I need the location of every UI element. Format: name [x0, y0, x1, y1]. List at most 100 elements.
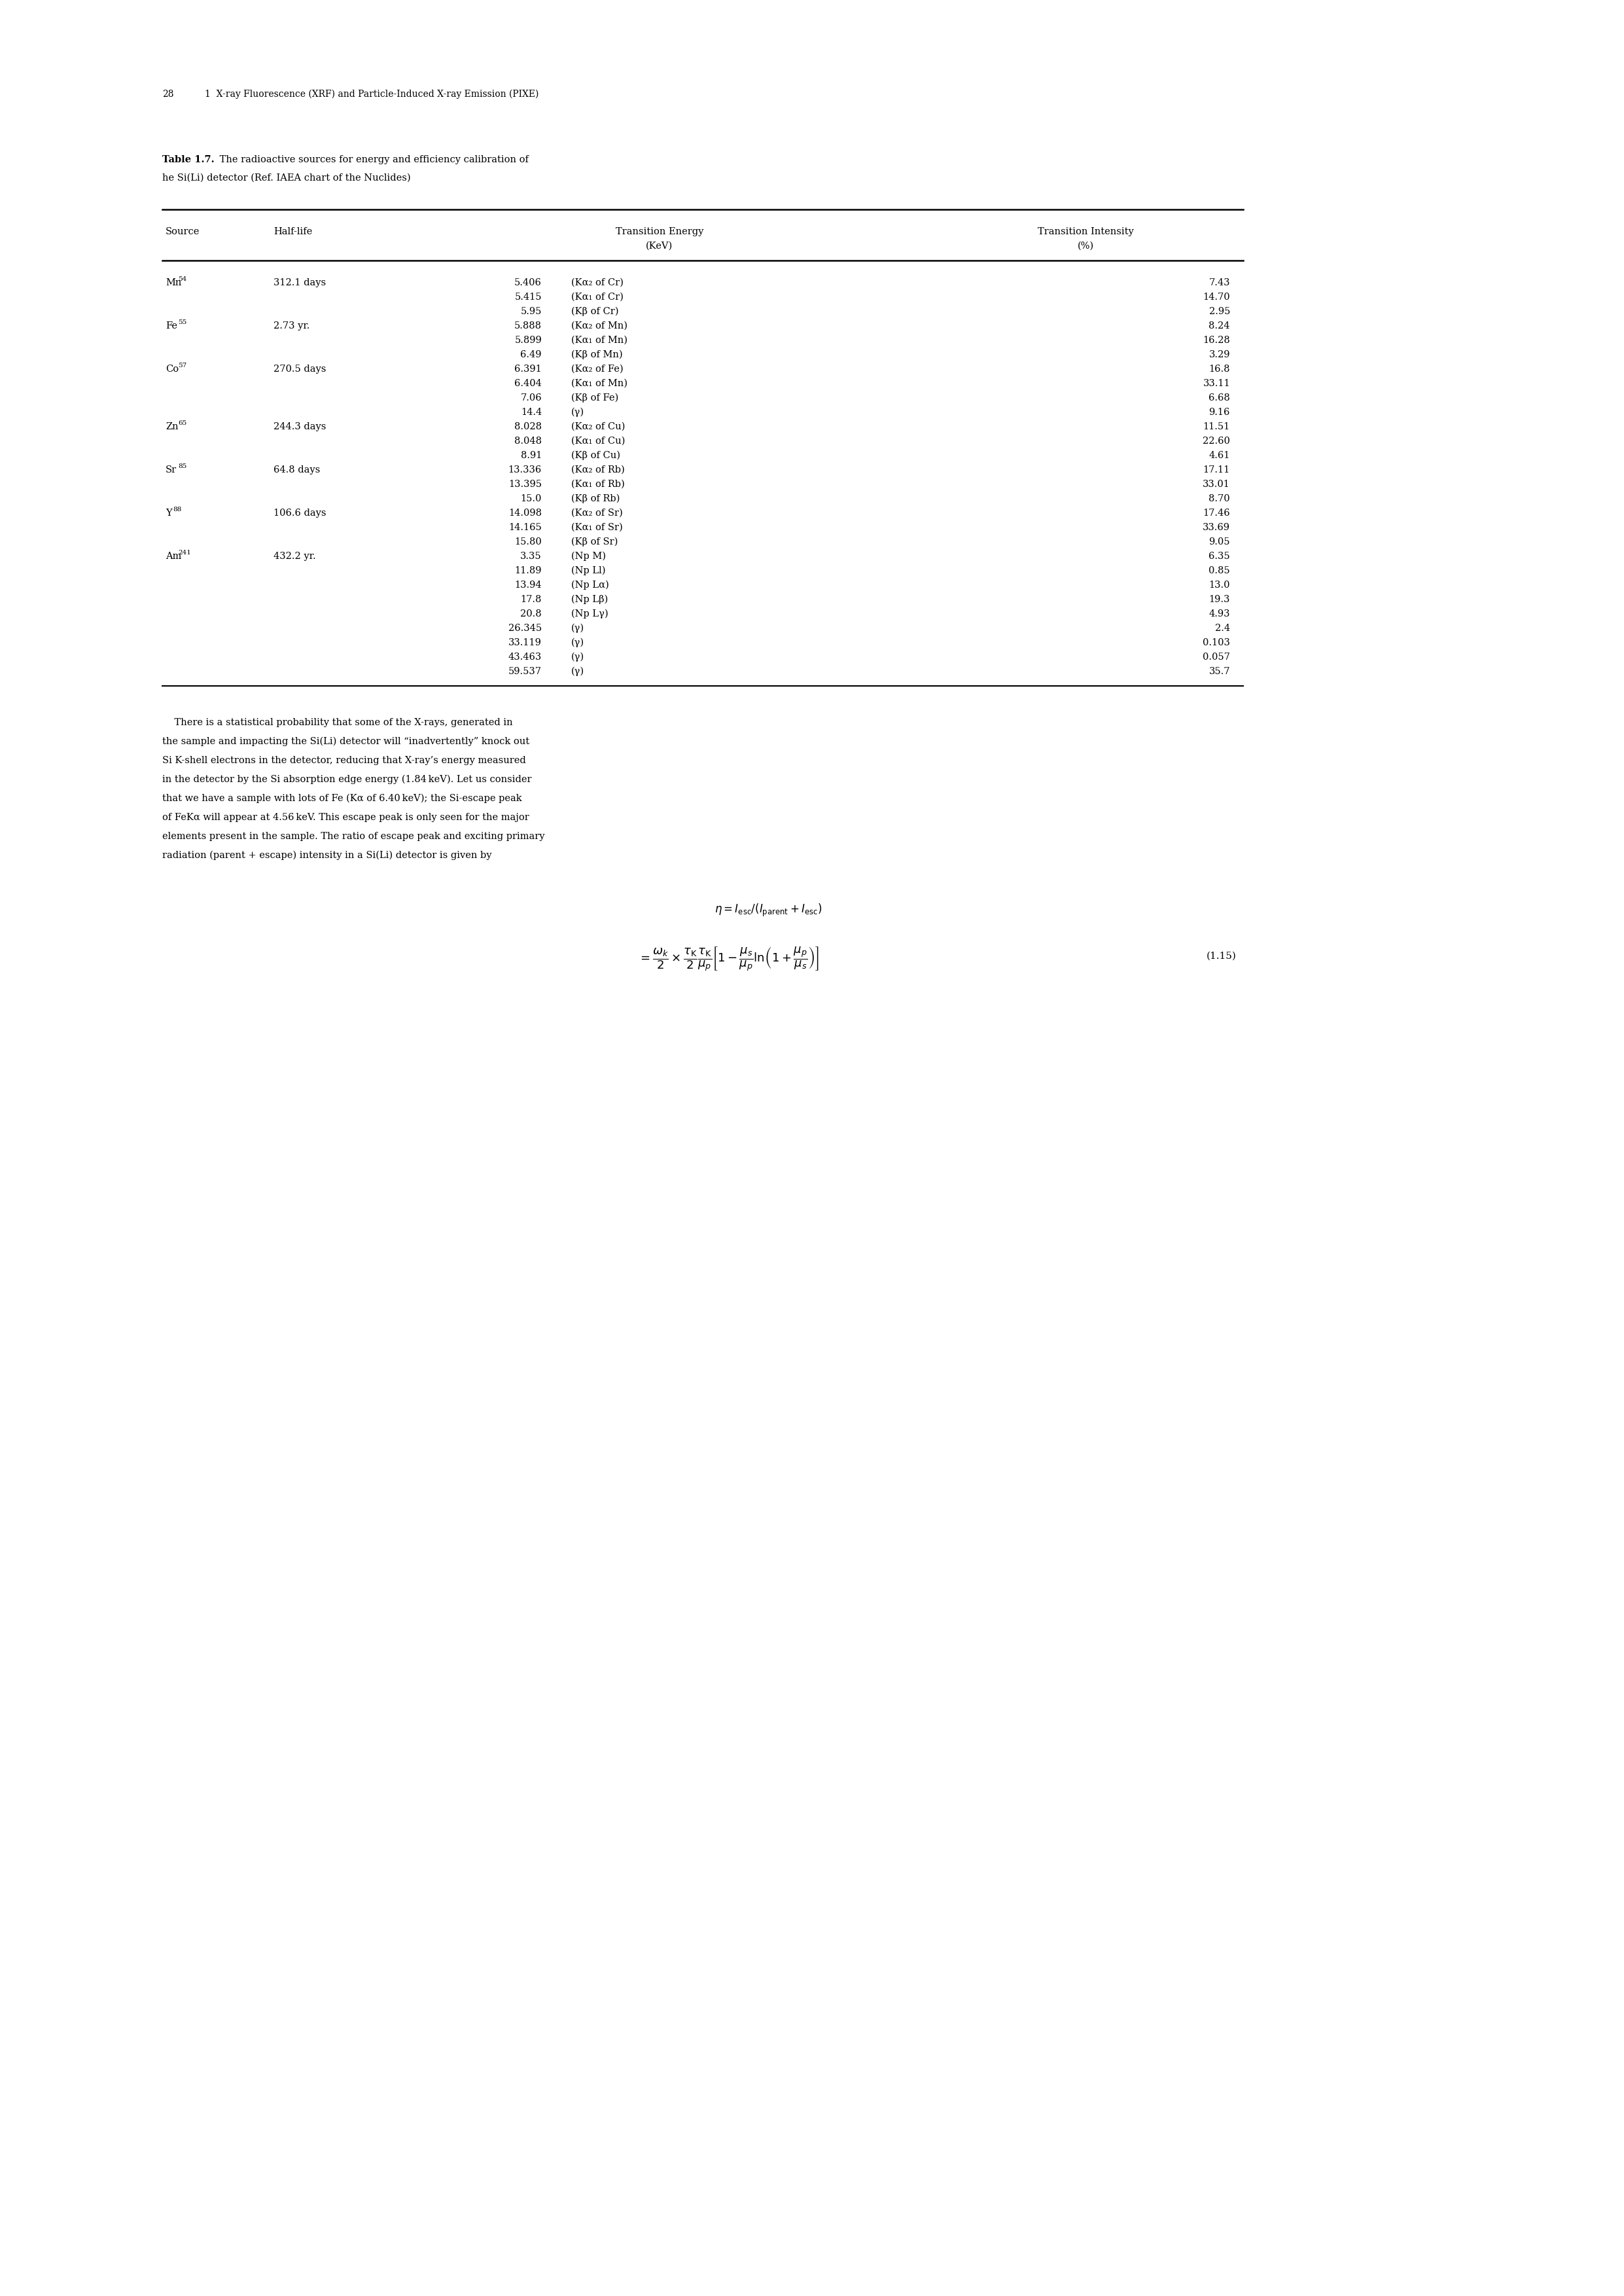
Text: (Kα₁ of Cr): (Kα₁ of Cr): [572, 292, 624, 301]
Text: (Kβ of Sr): (Kβ of Sr): [572, 537, 617, 546]
Text: 0.85: 0.85: [1208, 567, 1229, 576]
Text: 55: 55: [179, 319, 187, 326]
Text: 241: 241: [179, 549, 192, 556]
Text: (Kα₂ of Mn): (Kα₂ of Mn): [572, 321, 627, 331]
Text: 11.89: 11.89: [515, 567, 542, 576]
Text: 85: 85: [179, 464, 187, 468]
Text: $\eta = I_{\mathrm{esc}}/(I_{\mathrm{parent}} + I_{\mathrm{esc}})$: $\eta = I_{\mathrm{esc}}/(I_{\mathrm{par…: [715, 902, 822, 918]
Text: elements present in the sample. The ratio of escape peak and exciting primary: elements present in the sample. The rati…: [162, 831, 544, 840]
Text: 33.01: 33.01: [1203, 480, 1229, 489]
Text: 33.11: 33.11: [1203, 379, 1229, 388]
Text: 312.1 days: 312.1 days: [273, 278, 326, 287]
Text: 13.0: 13.0: [1208, 581, 1229, 590]
Text: 14.70: 14.70: [1203, 292, 1229, 301]
Text: 106.6 days: 106.6 days: [273, 507, 326, 517]
Text: 1  X-ray Fluorescence (XRF) and Particle-Induced X-ray Emission (PIXE): 1 X-ray Fluorescence (XRF) and Particle-…: [205, 90, 539, 99]
Text: 5.899: 5.899: [515, 335, 542, 344]
Text: 28: 28: [162, 90, 174, 99]
Text: 6.404: 6.404: [515, 379, 542, 388]
Text: 22.60: 22.60: [1203, 436, 1229, 445]
Text: 6.391: 6.391: [515, 365, 542, 374]
Text: (KeV): (KeV): [646, 241, 672, 250]
Text: 5.888: 5.888: [515, 321, 542, 331]
Text: Am: Am: [166, 551, 182, 560]
Text: Half-life: Half-life: [273, 227, 312, 236]
Text: 3.35: 3.35: [520, 551, 542, 560]
Text: radiation (parent + escape) intensity in a Si(Li) detector is given by: radiation (parent + escape) intensity in…: [162, 850, 492, 861]
Text: 16.8: 16.8: [1208, 365, 1229, 374]
Text: (Kα₁ of Rb): (Kα₁ of Rb): [572, 480, 625, 489]
Text: 2.73 yr.: 2.73 yr.: [273, 321, 310, 331]
Text: 54: 54: [179, 276, 187, 282]
Text: of FeKα will appear at 4.56 keV. This escape peak is only seen for the major: of FeKα will appear at 4.56 keV. This es…: [162, 813, 529, 822]
Text: (Np M): (Np M): [572, 551, 606, 560]
Text: 14.098: 14.098: [508, 507, 542, 517]
Text: (Kα₁ of Cu): (Kα₁ of Cu): [572, 436, 625, 445]
Text: 13.336: 13.336: [508, 466, 542, 475]
Text: 270.5 days: 270.5 days: [273, 365, 326, 374]
Text: 13.94: 13.94: [515, 581, 542, 590]
Text: 2.4: 2.4: [1215, 625, 1229, 634]
Text: 3.29: 3.29: [1208, 351, 1229, 358]
Text: Zn: Zn: [166, 422, 179, 432]
Text: in the detector by the Si absorption edge energy (1.84 keV). Let us consider: in the detector by the Si absorption edg…: [162, 774, 531, 785]
Text: 8.048: 8.048: [515, 436, 542, 445]
Text: 6.49: 6.49: [521, 351, 542, 358]
Text: 64.8 days: 64.8 days: [273, 466, 320, 475]
Text: (Kα₂ of Fe): (Kα₂ of Fe): [572, 365, 624, 374]
Text: The radioactive sources for energy and efficiency calibration of: The radioactive sources for energy and e…: [216, 156, 531, 165]
Text: Transition Intensity: Transition Intensity: [1038, 227, 1134, 236]
Text: 8.028: 8.028: [515, 422, 542, 432]
Text: (1.15): (1.15): [1207, 951, 1236, 960]
Text: 11.51: 11.51: [1203, 422, 1229, 432]
Text: $= \dfrac{\omega_k}{2} \times \dfrac{\tau_{\mathrm{K}}}{2} \dfrac{\tau_{\mathrm{: $= \dfrac{\omega_k}{2} \times \dfrac{\ta…: [638, 946, 820, 974]
Text: (γ): (γ): [572, 625, 585, 634]
Text: (Kα₂ of Cr): (Kα₂ of Cr): [572, 278, 624, 287]
Text: 17.46: 17.46: [1203, 507, 1229, 517]
Text: 5.406: 5.406: [515, 278, 542, 287]
Text: 7.06: 7.06: [520, 393, 542, 402]
Text: 8.24: 8.24: [1208, 321, 1229, 331]
Text: 9.16: 9.16: [1208, 409, 1229, 418]
Text: 8.91: 8.91: [521, 450, 542, 459]
Text: 33.119: 33.119: [508, 638, 542, 647]
Text: 5.415: 5.415: [515, 292, 542, 301]
Text: Table 1.7.: Table 1.7.: [162, 156, 214, 165]
Text: 0.057: 0.057: [1203, 652, 1229, 661]
Text: Source: Source: [166, 227, 200, 236]
Text: (Kβ of Cr): (Kβ of Cr): [572, 308, 619, 317]
Text: (Np Lβ): (Np Lβ): [572, 595, 607, 604]
Text: 17.8: 17.8: [521, 595, 542, 604]
Text: 6.35: 6.35: [1208, 551, 1229, 560]
Text: the sample and impacting the Si(Li) detector will “inadvertently” knock out: the sample and impacting the Si(Li) dete…: [162, 737, 529, 746]
Text: Si K-shell electrons in the detector, reducing that X-ray’s energy measured: Si K-shell electrons in the detector, re…: [162, 755, 526, 765]
Text: 14.165: 14.165: [508, 523, 542, 533]
Text: (Kβ of Mn): (Kβ of Mn): [572, 349, 622, 358]
Text: 15.80: 15.80: [515, 537, 542, 546]
Text: 35.7: 35.7: [1208, 666, 1229, 675]
Text: 5.95: 5.95: [521, 308, 542, 317]
Text: 19.3: 19.3: [1208, 595, 1229, 604]
Text: Y: Y: [166, 507, 172, 517]
Text: Sr: Sr: [166, 466, 177, 475]
Text: 33.69: 33.69: [1203, 523, 1229, 533]
Text: 57: 57: [179, 363, 187, 367]
Text: that we have a sample with lots of Fe (Kα of 6.40 keV); the Si-escape peak: that we have a sample with lots of Fe (K…: [162, 794, 521, 804]
Text: Co: Co: [166, 365, 179, 374]
Text: (Np Ll): (Np Ll): [572, 565, 606, 576]
Text: (Kβ of Fe): (Kβ of Fe): [572, 393, 619, 402]
Text: (Kα₁ of Mn): (Kα₁ of Mn): [572, 335, 627, 344]
Text: 13.395: 13.395: [508, 480, 542, 489]
Text: (Kβ of Rb): (Kβ of Rb): [572, 494, 620, 503]
Text: (Kα₁ of Mn): (Kα₁ of Mn): [572, 379, 627, 388]
Text: 15.0: 15.0: [521, 494, 542, 503]
Text: 7.43: 7.43: [1208, 278, 1229, 287]
Text: 432.2 yr.: 432.2 yr.: [273, 551, 315, 560]
Text: (Np Lγ): (Np Lγ): [572, 608, 609, 618]
Text: (γ): (γ): [572, 652, 585, 661]
Text: (Kα₂ of Cu): (Kα₂ of Cu): [572, 422, 625, 432]
Text: 14.4: 14.4: [521, 409, 542, 418]
Text: 65: 65: [179, 420, 187, 427]
Text: 8.70: 8.70: [1208, 494, 1229, 503]
Text: 20.8: 20.8: [520, 608, 542, 618]
